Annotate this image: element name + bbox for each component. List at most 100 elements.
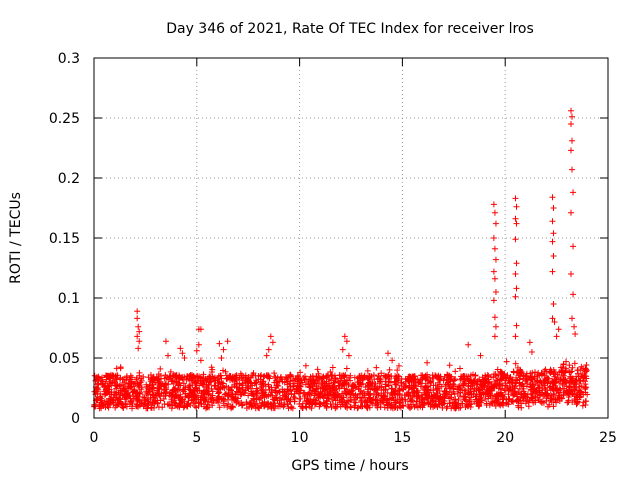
data-point <box>259 380 266 387</box>
data-point <box>219 383 226 390</box>
data-point <box>501 370 508 377</box>
data-point <box>351 374 358 381</box>
data-point <box>513 397 520 404</box>
data-point <box>178 396 185 403</box>
data-point <box>195 341 202 348</box>
data-point <box>179 350 186 357</box>
data-point <box>221 402 228 409</box>
data-point <box>570 189 577 196</box>
data-point <box>431 392 438 399</box>
data-point <box>195 400 202 407</box>
data-point <box>253 379 260 386</box>
data-point <box>288 403 295 410</box>
data-point <box>467 404 474 411</box>
data-point <box>129 403 136 410</box>
data-point <box>492 289 499 295</box>
data-point <box>134 333 141 340</box>
data-point <box>419 404 426 411</box>
data-point <box>270 405 277 412</box>
data-point <box>156 392 163 399</box>
data-point <box>229 376 236 383</box>
data-point <box>413 392 420 399</box>
data-point <box>191 388 198 395</box>
x-tick-label: 20 <box>496 430 514 446</box>
data-point <box>99 381 106 388</box>
data-point <box>552 396 559 403</box>
data-point <box>309 387 316 394</box>
data-point <box>267 391 274 398</box>
data-point <box>340 381 347 388</box>
data-point <box>508 398 515 405</box>
data-point <box>320 385 327 392</box>
data-point <box>162 338 169 345</box>
data-point <box>509 383 516 390</box>
data-point <box>474 381 481 388</box>
data-point <box>214 394 221 401</box>
data-point <box>556 392 563 399</box>
data-point <box>387 404 394 411</box>
data-point <box>550 403 557 410</box>
data-point <box>287 383 294 390</box>
data-point <box>572 397 579 404</box>
data-point <box>460 381 467 388</box>
data-point <box>245 383 252 390</box>
y-tick-label: 0.25 <box>49 111 80 127</box>
data-point <box>117 364 124 371</box>
data-point <box>352 383 359 390</box>
data-point <box>496 381 503 388</box>
data-point <box>381 392 388 399</box>
x-tick-label: 10 <box>291 430 309 446</box>
data-point <box>468 394 475 401</box>
data-point <box>571 323 578 330</box>
data-point <box>518 400 525 407</box>
data-point <box>356 379 363 386</box>
data-point <box>458 400 465 407</box>
data-point <box>427 379 434 386</box>
data-point <box>93 396 100 403</box>
data-point <box>349 382 356 389</box>
data-point <box>570 291 577 298</box>
data-point <box>383 397 390 404</box>
data-point <box>341 333 348 340</box>
data-point <box>326 376 333 383</box>
data-point <box>362 398 369 405</box>
data-point <box>480 390 487 397</box>
data-point <box>359 380 366 387</box>
data-point <box>327 384 334 391</box>
data-point <box>283 391 290 398</box>
data-point <box>492 220 499 227</box>
data-point <box>409 385 416 392</box>
data-point <box>165 352 172 359</box>
data-point <box>228 405 235 412</box>
data-point <box>186 382 193 389</box>
data-point <box>452 396 459 403</box>
data-point <box>499 395 506 402</box>
data-point <box>111 391 118 398</box>
data-point <box>415 379 422 386</box>
data-point <box>450 396 457 403</box>
data-point <box>356 383 363 390</box>
data-point <box>416 378 423 385</box>
data-point <box>563 358 570 365</box>
data-point <box>343 390 350 397</box>
data-point <box>323 404 330 411</box>
data-point <box>311 380 318 387</box>
y-tick-label: 0.15 <box>49 231 80 247</box>
data-point <box>218 355 225 361</box>
chart-title: Day 346 of 2021, Rate Of TEC Index for r… <box>166 21 534 37</box>
data-point <box>522 373 529 380</box>
data-point <box>101 391 108 398</box>
data-point <box>343 338 350 345</box>
data-point <box>490 235 497 241</box>
data-point <box>569 137 576 144</box>
data-point <box>113 385 120 392</box>
data-point <box>207 395 214 402</box>
data-point <box>369 385 376 392</box>
data-point <box>145 401 152 408</box>
data-point <box>273 379 280 386</box>
data-point <box>341 373 348 380</box>
data-point <box>149 391 156 398</box>
data-point <box>358 387 365 394</box>
data-point <box>514 377 521 384</box>
data-point <box>238 372 245 379</box>
